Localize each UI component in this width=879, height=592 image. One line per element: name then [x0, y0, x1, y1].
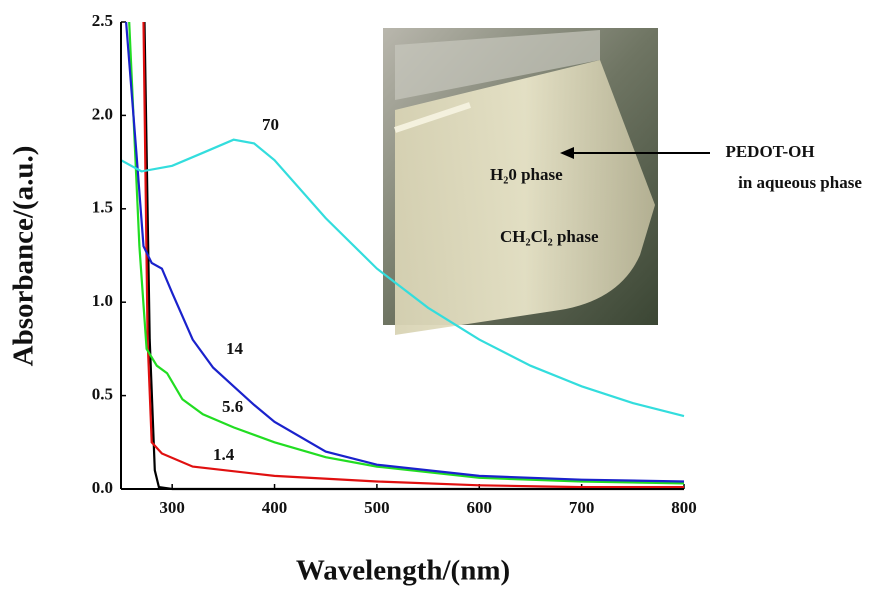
- arrow: [560, 147, 710, 159]
- y-tick-label: 0.5: [92, 385, 113, 404]
- y-tick-label: 2.5: [92, 11, 113, 30]
- line-series: [128, 21, 685, 485]
- annotation: PEDOT-OH: [725, 142, 814, 161]
- line-series: [120, 138, 685, 418]
- series-label: 14: [226, 339, 244, 358]
- y-axis-title: Absorbance/(a.u.): [8, 146, 40, 367]
- series-label: 5.6: [222, 397, 243, 416]
- y-tick-label: 0.0: [92, 478, 113, 497]
- x-tick-label: 800: [671, 498, 697, 517]
- series-label: 70: [262, 115, 279, 134]
- x-tick-label: 300: [159, 498, 185, 517]
- y-tick-label: 2.0: [92, 104, 113, 123]
- line-series: [125, 21, 685, 483]
- x-tick-label: 700: [569, 498, 595, 517]
- x-axis-title: Wavelength/(nm): [296, 555, 510, 587]
- inset-label: CH₂Cl₂ phase: [500, 227, 599, 246]
- y-tick-label: 1.5: [92, 198, 113, 217]
- inset-label: H₂0 phase: [490, 165, 563, 184]
- inset-photo: [383, 28, 658, 335]
- x-tick-label: 500: [364, 498, 390, 517]
- annotation: in aqueous phase: [738, 173, 862, 192]
- x-tick-label: 600: [467, 498, 493, 517]
- y-tick-label: 1.0: [92, 291, 113, 310]
- series-label: 1.4: [213, 445, 235, 464]
- line-series: [142, 21, 684, 489]
- x-tick-label: 400: [262, 498, 288, 517]
